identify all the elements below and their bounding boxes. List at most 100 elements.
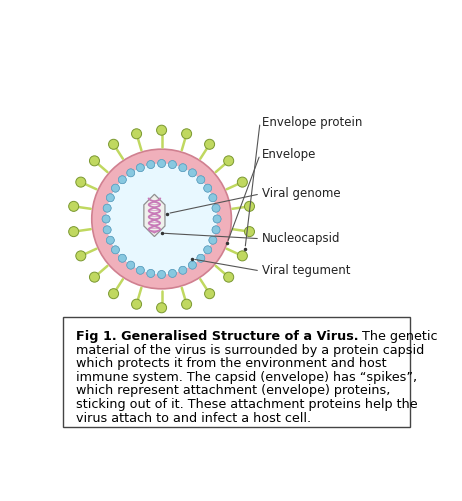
Circle shape (127, 169, 135, 177)
FancyBboxPatch shape (63, 318, 410, 427)
Circle shape (106, 194, 114, 202)
Circle shape (111, 246, 119, 254)
Circle shape (76, 251, 86, 261)
Circle shape (188, 169, 196, 177)
Circle shape (205, 289, 215, 299)
Circle shape (209, 194, 217, 202)
Text: sticking out of it. These attachment proteins help the: sticking out of it. These attachment pro… (76, 398, 417, 411)
Circle shape (109, 289, 119, 299)
Circle shape (237, 177, 247, 187)
Text: Viral genome: Viral genome (262, 187, 340, 200)
Circle shape (102, 215, 110, 223)
Circle shape (209, 194, 217, 202)
Circle shape (69, 226, 79, 236)
Circle shape (179, 267, 187, 274)
Circle shape (182, 299, 192, 309)
Circle shape (136, 267, 144, 274)
Circle shape (102, 215, 110, 223)
Circle shape (118, 176, 126, 184)
Circle shape (188, 261, 196, 269)
Polygon shape (144, 194, 165, 236)
Circle shape (76, 177, 86, 187)
Circle shape (204, 246, 212, 254)
Circle shape (90, 272, 99, 282)
Circle shape (118, 255, 126, 262)
Circle shape (69, 201, 79, 211)
Circle shape (169, 270, 176, 278)
Circle shape (106, 163, 217, 275)
Circle shape (132, 299, 141, 309)
Circle shape (158, 271, 165, 279)
Circle shape (224, 156, 234, 166)
Circle shape (111, 184, 119, 192)
Circle shape (204, 184, 212, 192)
Circle shape (204, 184, 212, 192)
Circle shape (106, 236, 114, 244)
Circle shape (169, 161, 176, 168)
Circle shape (188, 261, 196, 269)
Circle shape (237, 251, 247, 261)
Circle shape (197, 255, 205, 262)
Text: Fig 1. Generalised Structure of a Virus.: Fig 1. Generalised Structure of a Virus. (76, 330, 358, 343)
Circle shape (127, 169, 135, 177)
Circle shape (127, 261, 135, 269)
Circle shape (158, 159, 165, 167)
Circle shape (169, 270, 176, 278)
Text: Nucleocapsid: Nucleocapsid (262, 232, 340, 245)
Circle shape (244, 201, 255, 211)
Circle shape (179, 164, 187, 172)
Circle shape (158, 159, 165, 167)
Circle shape (209, 236, 217, 244)
Circle shape (118, 255, 126, 262)
Circle shape (106, 194, 114, 202)
Circle shape (118, 176, 126, 184)
Text: Envelope: Envelope (262, 148, 316, 161)
Circle shape (109, 139, 119, 149)
Circle shape (209, 236, 217, 244)
Circle shape (158, 271, 165, 279)
Circle shape (169, 161, 176, 168)
Circle shape (90, 156, 99, 166)
Circle shape (147, 161, 155, 168)
Circle shape (92, 149, 231, 289)
Circle shape (197, 255, 205, 262)
Text: which represent attachment (envelope) proteins,: which represent attachment (envelope) pr… (76, 384, 390, 397)
Circle shape (212, 226, 220, 234)
Circle shape (147, 161, 155, 168)
Circle shape (127, 261, 135, 269)
Text: which protects it from the environment and host: which protects it from the environment a… (76, 357, 386, 370)
Circle shape (136, 164, 144, 172)
Circle shape (212, 204, 220, 212)
Circle shape (103, 226, 111, 234)
Circle shape (106, 236, 114, 244)
Circle shape (111, 246, 119, 254)
Circle shape (111, 184, 119, 192)
Text: Viral tegument: Viral tegument (262, 265, 350, 278)
Circle shape (182, 129, 192, 139)
Circle shape (103, 204, 111, 212)
Circle shape (132, 129, 141, 139)
Text: virus attach to and infect a host cell.: virus attach to and infect a host cell. (76, 412, 311, 425)
Circle shape (136, 267, 144, 274)
Circle shape (136, 164, 144, 172)
Circle shape (212, 204, 220, 212)
Circle shape (213, 215, 221, 223)
Circle shape (188, 169, 196, 177)
Circle shape (197, 176, 205, 184)
Circle shape (204, 246, 212, 254)
Circle shape (244, 226, 255, 236)
Circle shape (147, 270, 155, 278)
Circle shape (224, 272, 234, 282)
Text: immune system. The capsid (envelope) has “spikes”,: immune system. The capsid (envelope) has… (76, 371, 417, 384)
Circle shape (103, 226, 111, 234)
Circle shape (157, 303, 167, 313)
Circle shape (179, 164, 187, 172)
Circle shape (205, 139, 215, 149)
Circle shape (212, 226, 220, 234)
Text: Envelope protein: Envelope protein (262, 116, 362, 129)
Circle shape (213, 215, 221, 223)
Circle shape (147, 270, 155, 278)
Circle shape (197, 176, 205, 184)
Text: The genetic: The genetic (358, 330, 438, 343)
Circle shape (157, 125, 167, 135)
